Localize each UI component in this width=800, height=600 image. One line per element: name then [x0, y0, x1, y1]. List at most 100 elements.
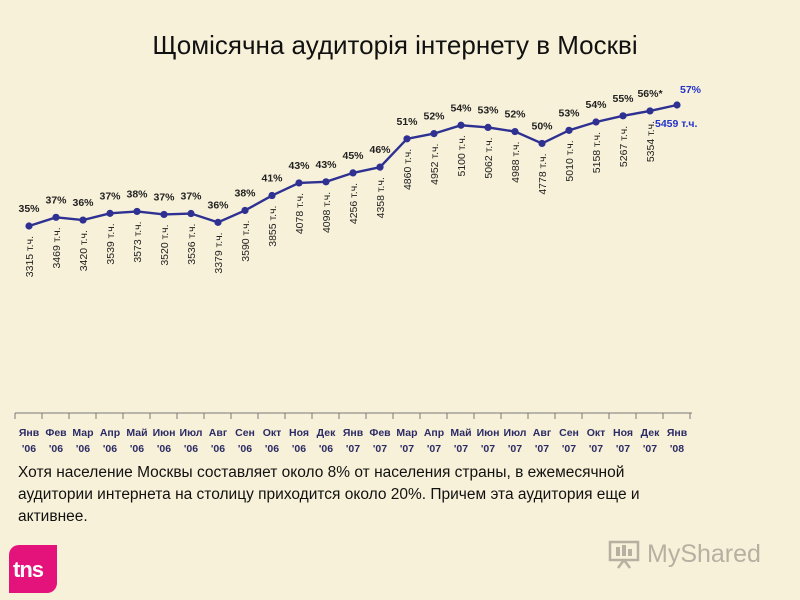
x-tick-year: '07 [481, 443, 495, 455]
audience-label: 5459 т.ч. [655, 118, 698, 130]
audience-label: 4098 т.ч. [321, 192, 333, 233]
data-point [673, 101, 681, 109]
percent-label: 45% [342, 150, 364, 162]
x-tick-month: Апр [100, 427, 120, 439]
audience-label: 3539 т.ч. [105, 223, 117, 264]
audience-label: 3520 т.ч. [159, 224, 171, 265]
x-tick-month: Июн [153, 427, 176, 439]
page-title: Щомісячна аудиторія інтернету в Москві [152, 30, 638, 60]
percent-label: 41% [261, 173, 283, 185]
audience-label: 3590 т.ч. [240, 220, 252, 261]
percent-label: 36% [207, 199, 229, 211]
data-point [457, 121, 465, 129]
percent-label: 52% [504, 109, 526, 121]
percent-label: 37% [153, 191, 175, 203]
x-tick-year: '07 [562, 443, 576, 455]
x-tick-year: '07 [535, 443, 549, 455]
percent-label: 46% [369, 144, 391, 156]
percent-label: 55% [612, 93, 634, 105]
x-tick-year: '06 [76, 443, 90, 455]
audience-label: 4078 т.ч. [294, 193, 306, 234]
x-tick-year: '07 [346, 443, 360, 455]
data-point [403, 135, 411, 143]
x-tick-month: Мар [396, 427, 417, 439]
data-point [646, 107, 654, 115]
x-tick-month: Янв [343, 427, 364, 439]
audience-label: 3469 т.ч. [51, 227, 63, 268]
audience-label: 4952 т.ч. [429, 144, 441, 185]
data-point [592, 118, 600, 126]
x-tick-year: '06 [319, 443, 333, 455]
x-tick-year: '06 [130, 443, 144, 455]
data-point [376, 163, 384, 171]
data-point [214, 218, 222, 226]
percent-label: 43% [288, 160, 310, 172]
percent-label: 43% [315, 159, 337, 171]
x-tick-year: '06 [22, 443, 36, 455]
percent-label: 52% [423, 111, 445, 123]
note-text: Хотя население Москвы составляет около 8… [18, 464, 640, 525]
audience-label: 4358 т.ч. [375, 177, 387, 218]
watermark-text: MyShared [647, 539, 761, 568]
data-point [430, 130, 438, 138]
x-tick-month: Фев [45, 427, 67, 439]
percent-label: 50% [531, 120, 553, 132]
x-tick-year: '06 [265, 443, 279, 455]
x-tick-month: Авг [209, 427, 228, 439]
percent-label: 57% [680, 84, 702, 96]
data-point [322, 178, 330, 186]
tns-logo-text: tns [13, 557, 44, 582]
x-tick-year: '07 [454, 443, 468, 455]
data-point [511, 127, 519, 136]
data-point [106, 209, 114, 217]
x-tick-month: Ноя [613, 427, 633, 439]
x-tick-year: '07 [508, 443, 522, 455]
data-point [349, 169, 357, 177]
x-tick-month: Окт [263, 427, 282, 439]
audience-label: 5158 т.ч. [591, 132, 603, 173]
x-tick-year: '08 [670, 443, 684, 455]
x-tick-month: Дек [641, 427, 660, 439]
percent-label: 37% [180, 191, 202, 203]
x-tick-month: Сен [235, 427, 255, 439]
x-tick-year: '06 [211, 443, 225, 455]
audience-label: 3573 т.ч. [132, 221, 144, 262]
x-tick-year: '06 [184, 443, 198, 455]
audience-label: 3315 т.ч. [24, 236, 36, 277]
x-tick-month: Май [126, 427, 147, 439]
audience-label: 5062 т.ч. [483, 137, 495, 178]
x-tick-month: Июн [477, 427, 500, 439]
percent-label: 56%* [637, 88, 663, 100]
data-point [160, 210, 168, 219]
x-tick-year: '06 [238, 443, 252, 455]
data-point [565, 126, 573, 134]
data-point [484, 123, 492, 132]
data-point [241, 206, 249, 215]
x-tick-year: '07 [400, 443, 414, 455]
x-tick-month: Фев [369, 427, 391, 439]
tns-logo: tns [9, 545, 57, 593]
x-tick-year: '06 [49, 443, 63, 455]
percent-label: 36% [72, 197, 94, 209]
x-tick-month: Мар [72, 427, 93, 439]
percent-label: 54% [450, 102, 472, 114]
audience-label: 5010 т.ч. [564, 140, 576, 181]
percent-label: 51% [396, 116, 418, 128]
audience-label: 5267 т.ч. [618, 126, 630, 167]
x-tick-month: Ноя [289, 427, 309, 439]
x-tick-year: '06 [157, 443, 171, 455]
audience-label: 5354 т.ч. [645, 121, 657, 162]
data-point [79, 216, 87, 224]
audience-label: 3420 т.ч. [78, 230, 90, 271]
audience-label: 3855 т.ч. [267, 206, 279, 247]
x-tick-month: Май [450, 427, 471, 439]
percent-label: 38% [234, 187, 256, 199]
x-tick-year: '07 [427, 443, 441, 455]
audience-label: 4256 т.ч. [348, 183, 360, 224]
myshared-watermark: MyShared [607, 536, 761, 572]
audience-label: 3536 т.ч. [186, 224, 198, 265]
data-point [619, 112, 627, 120]
x-tick-year: '07 [589, 443, 603, 455]
audience-label: 4778 т.ч. [537, 153, 549, 194]
